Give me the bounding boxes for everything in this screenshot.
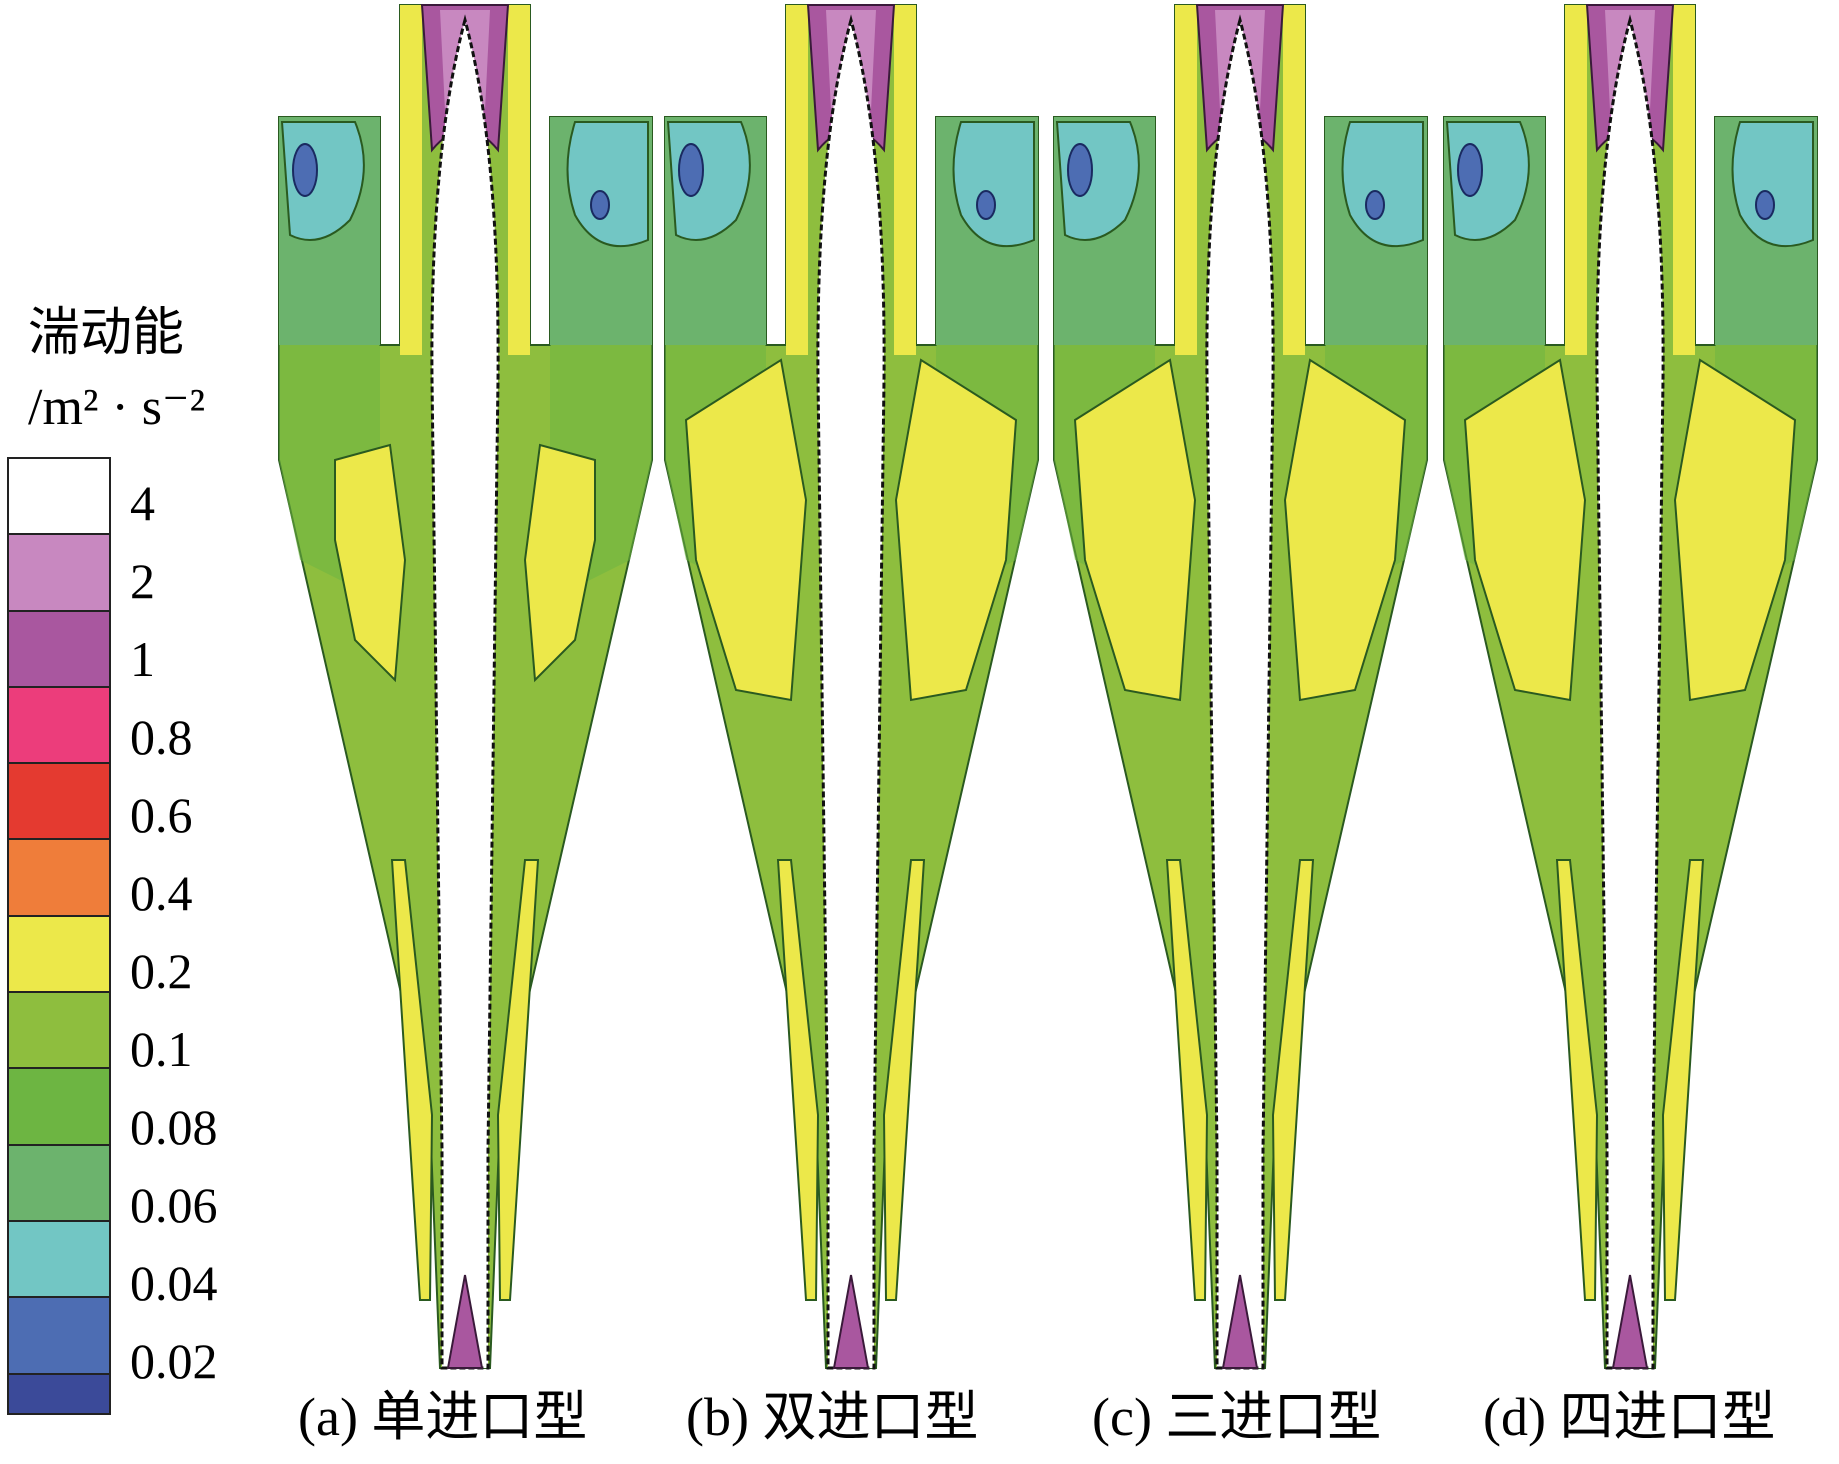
vortex-finder-wall — [1283, 5, 1305, 355]
vortex-finder-wall — [1673, 5, 1695, 355]
tke-zone-0.2 — [894, 358, 1018, 702]
caption-a: (a) 单进口型 — [298, 1387, 588, 1447]
low-tke-zone — [952, 121, 1035, 248]
tke-zone-0.2 — [1673, 358, 1797, 702]
tke-streak — [1271, 859, 1315, 1301]
tke-zone-0.2 — [1463, 358, 1587, 702]
vortex-core — [816, 14, 886, 1370]
vortex-core — [1595, 14, 1665, 1370]
vortex-finder-wall — [786, 5, 808, 355]
legend-swatch — [9, 840, 109, 917]
vortex-finder-wall — [894, 5, 916, 355]
legend-tick-label: 0.6 — [130, 787, 193, 843]
vortex-core — [1205, 14, 1275, 1370]
tke-streak — [1661, 859, 1705, 1301]
low-tke-zone — [1731, 121, 1814, 248]
legend-tick-label: 4 — [130, 475, 155, 531]
min-tke-spot — [678, 143, 704, 197]
apex-core — [1611, 1274, 1649, 1369]
min-tke-spot — [1457, 143, 1483, 197]
legend-swatch — [9, 611, 109, 688]
legend-tick-label: 0.04 — [130, 1255, 218, 1311]
legend-swatch — [9, 459, 109, 536]
caption-b: (b) 双进口型 — [686, 1387, 979, 1447]
tke-zone-0.2 — [1073, 358, 1197, 702]
min-tke-spot — [1365, 190, 1385, 220]
legend-tick-label: 0.8 — [130, 709, 193, 765]
tke-zone-0.2 — [334, 443, 407, 683]
legend-swatch — [9, 993, 109, 1070]
cyclone-panel — [1443, 4, 1818, 1370]
min-tke-spot — [292, 143, 318, 197]
tke-streak — [776, 859, 820, 1301]
tke-streak — [1555, 859, 1599, 1301]
low-tke-zone — [1341, 121, 1424, 248]
tke-streak — [390, 859, 434, 1301]
tke-zone-0.2 — [1283, 358, 1407, 702]
legend-tick-label: 0.06 — [130, 1177, 218, 1233]
min-tke-spot — [1755, 190, 1775, 220]
legend-swatch — [9, 535, 109, 612]
legend-swatch — [9, 1145, 109, 1222]
cyclone-panel — [664, 4, 1039, 1370]
legend-title: 湍动能 — [28, 305, 185, 362]
legend-unit: /m² · s⁻² — [28, 379, 206, 436]
tke-zone-0.2 — [684, 358, 808, 702]
cyclone-panel — [278, 4, 653, 1370]
tke-zone-0.2 — [523, 443, 596, 683]
vortex-finder-wall — [1175, 5, 1197, 355]
legend-swatch — [9, 1221, 109, 1299]
tke-streak — [882, 859, 926, 1301]
cyclone-panel — [1053, 4, 1428, 1370]
vortex-core — [430, 14, 500, 1370]
apex-core — [446, 1274, 484, 1369]
vortex-finder-wall — [508, 5, 530, 355]
legend-swatch — [9, 1069, 109, 1146]
legend-swatch — [9, 1374, 109, 1413]
vortex-finder-wall — [1565, 5, 1587, 355]
tke-streak — [1165, 859, 1209, 1301]
min-tke-spot — [976, 190, 996, 220]
apex-core — [832, 1274, 870, 1369]
caption-c: (c) 三进口型 — [1092, 1387, 1382, 1447]
caption-d: (d) 四进口型 — [1483, 1387, 1776, 1447]
legend-swatch — [9, 687, 109, 765]
legend-tick-label: 2 — [130, 553, 155, 609]
legend-swatch — [9, 764, 109, 841]
legend-tick-label: 0.02 — [130, 1333, 218, 1389]
legend-tick-label: 0.4 — [130, 865, 193, 921]
legend-swatch — [9, 916, 109, 994]
colorbar — [7, 457, 111, 1415]
legend-tick-label: 1 — [130, 631, 155, 687]
min-tke-spot — [1067, 143, 1093, 197]
legend-swatch — [9, 1298, 109, 1375]
min-tke-spot — [590, 190, 610, 220]
legend-tick-label: 0.2 — [130, 943, 193, 999]
legend-tick-label: 0.1 — [130, 1021, 193, 1077]
vortex-finder-wall — [400, 5, 422, 355]
low-tke-zone — [566, 121, 649, 248]
legend-tick-label: 0.08 — [130, 1099, 218, 1155]
apex-core — [1221, 1274, 1259, 1369]
tke-streak — [496, 859, 540, 1301]
